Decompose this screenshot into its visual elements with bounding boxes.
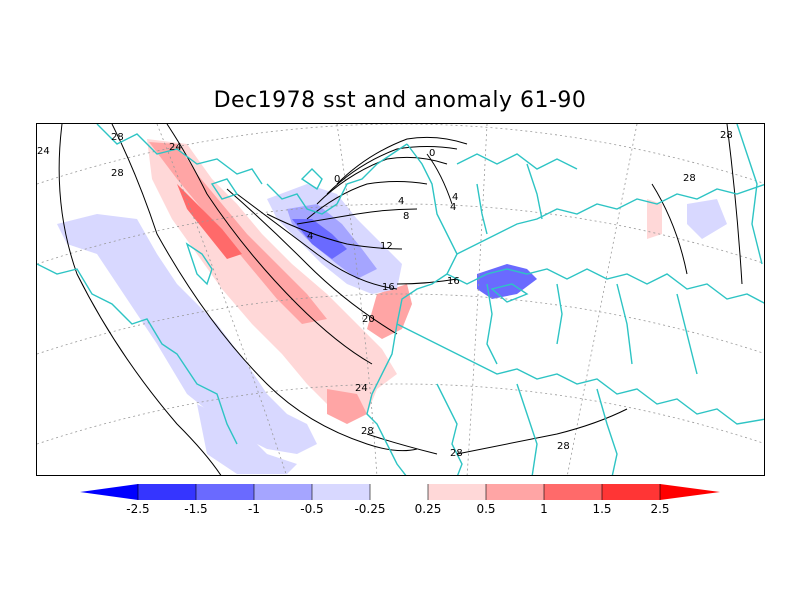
contour-label: 4 (307, 231, 313, 242)
contour-label: 28 (361, 426, 374, 437)
contour-label: 28 (111, 168, 124, 179)
contour-label: 0 (334, 174, 340, 185)
polar-stereographic-map: 28 24 28 24 0 0 4 4 4 8 12 16 16 20 24 2… (37, 124, 764, 475)
contour-label: 28 (450, 448, 463, 459)
contour-labels: 28 24 28 24 0 0 4 4 4 8 12 16 16 20 24 2… (37, 130, 733, 459)
colorbar-swatch (544, 484, 602, 500)
colorbar-dividers (137, 484, 661, 500)
colorbar-swatch (312, 484, 370, 500)
colorbar-tick-label: 0.25 (415, 502, 442, 516)
colorbar-tick-label: -0.25 (354, 502, 385, 516)
contour-label: 8 (403, 211, 409, 222)
neg-anomaly-biscay-core (292, 219, 347, 259)
colorbar-tick-label: 0.5 (476, 502, 495, 516)
map-panel: 28 24 28 24 0 0 4 4 4 8 12 16 16 20 24 2… (36, 123, 765, 476)
contour-label: 4 (398, 196, 404, 207)
contour-label: 16 (447, 276, 460, 287)
pos-anomaly-canary (327, 389, 367, 424)
contour-label: 12 (380, 241, 393, 252)
sst-contours (58, 124, 743, 475)
colorbar-tick-label: 2.5 (650, 502, 669, 516)
contour-label: 0 (429, 148, 435, 159)
contour-label: 16 (382, 282, 395, 293)
contour-label: 28 (557, 441, 570, 452)
colorbar-tick-label: 1 (540, 502, 548, 516)
contour-label: 28 (683, 173, 696, 184)
graticule (37, 124, 764, 475)
colorbar-swatch (196, 484, 254, 500)
colorbar-tick-label: -2.5 (126, 502, 149, 516)
pos-anomaly-east (647, 199, 662, 239)
colorbar-swatch (602, 484, 660, 500)
colorbar-tick-label: -0.5 (300, 502, 323, 516)
contour-label: 24 (355, 383, 368, 394)
colorbar-swatch (254, 484, 312, 500)
contour-label: 24 (169, 142, 182, 153)
contour-label: 20 (362, 314, 375, 325)
colorbar-tick-label: -1.5 (184, 502, 207, 516)
colorbar-swatch-neutral (370, 484, 428, 500)
contour-label: 4 (450, 202, 456, 213)
colorbar-swatch (428, 484, 486, 500)
contour-label: 28 (111, 132, 124, 143)
colorbar-swatch (486, 484, 544, 500)
neg-anomaly-south (197, 404, 297, 474)
coastlines (37, 124, 764, 475)
neg-anomaly-east (687, 199, 727, 239)
colorbar-swatch (138, 484, 196, 500)
pos-anomaly-band-mid (149, 142, 327, 324)
colorbar-left-arrow (80, 484, 138, 500)
anomaly-colorbar: -2.5 -1.5 -1 -0.5 -0.25 0.25 0.5 1 1.5 2… (80, 484, 720, 516)
chart-title: Dec1978 sst and anomaly 61-90 (213, 88, 587, 113)
colorbar-tick-label: 1.5 (592, 502, 611, 516)
contour-label: 28 (720, 130, 733, 141)
anomaly-shading (57, 139, 727, 474)
colorbar-right-arrow (660, 484, 720, 500)
contour-label: 4 (452, 192, 458, 203)
pos-anomaly-band-core (177, 184, 242, 259)
contour-label: 24 (37, 146, 50, 157)
colorbar-tick-label: -1 (248, 502, 260, 516)
